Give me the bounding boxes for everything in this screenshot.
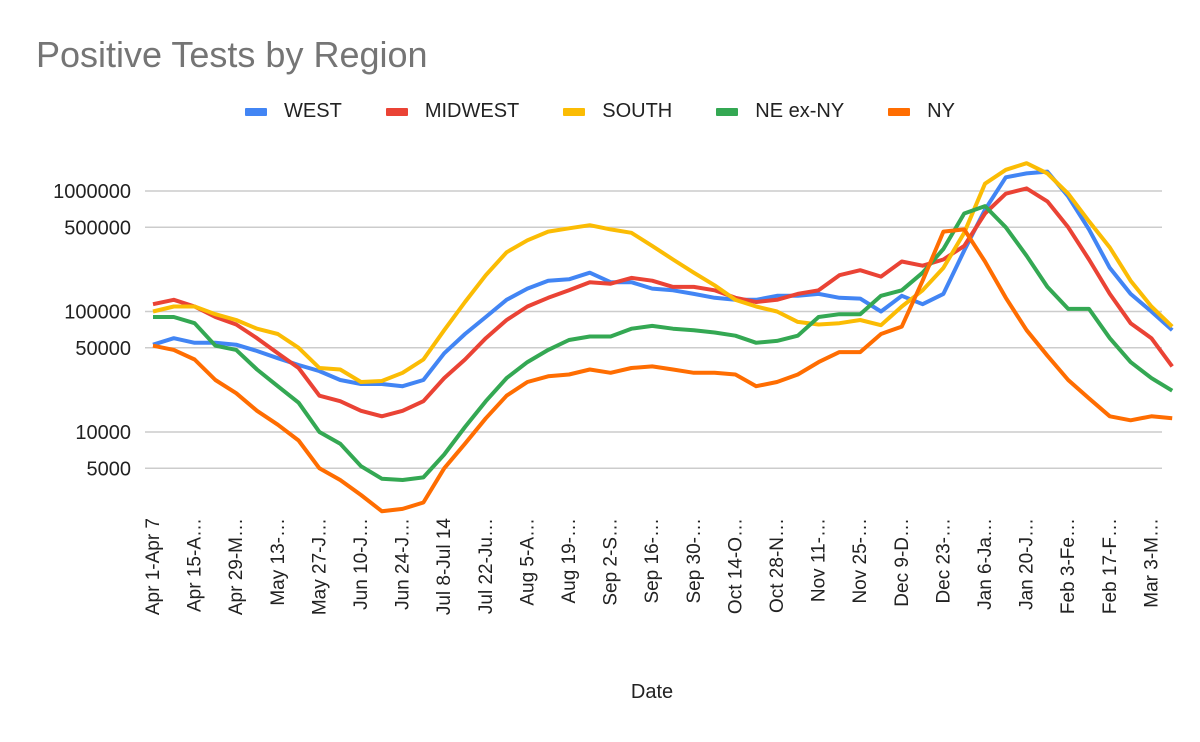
x-tick-label: Sep 30-… xyxy=(684,518,705,604)
x-tick-label: Nov 11-… xyxy=(809,518,830,602)
x-tick-label: May 27-J… xyxy=(309,518,330,615)
x-tick-label: Jan 6-Ja… xyxy=(975,518,996,610)
legend-swatch xyxy=(563,107,586,116)
x-tick-label: Oct 28-N… xyxy=(767,518,788,613)
legend-item-midwest[interactable]: MIDWEST xyxy=(385,100,520,123)
x-tick-label: Oct 14-O… xyxy=(725,518,746,614)
legend-item-south[interactable]: SOUTH xyxy=(563,100,672,123)
legend-item-ny[interactable]: NY xyxy=(888,100,955,123)
x-tick-label: Dec 23-… xyxy=(933,518,954,604)
legend-label: MIDWEST xyxy=(424,100,520,122)
x-tick-label: May 13-… xyxy=(268,518,289,606)
legend-label: NE ex-NY xyxy=(755,100,845,122)
x-tick-label: Feb 3-Fe… xyxy=(1058,518,1079,614)
x-tick-label: Nov 25-… xyxy=(850,518,871,604)
legend-swatch xyxy=(245,107,268,116)
x-tick-label: Jul 8-Jul 14 xyxy=(434,518,455,616)
series-line-south xyxy=(152,161,1174,384)
series-line-midwest xyxy=(152,186,1174,419)
legend-label: NY xyxy=(927,100,955,122)
x-tick-label: Sep 2-S… xyxy=(601,518,622,606)
x-tick-label: Aug 5-A… xyxy=(517,518,538,606)
x-tick-label: Apr 15-A… xyxy=(185,518,206,612)
legend-swatch xyxy=(888,107,911,116)
x-axis-title: Date xyxy=(631,681,673,703)
y-tick-label: 100000 xyxy=(64,302,131,324)
x-tick-label: Jan 20-J… xyxy=(1017,518,1038,610)
x-tick-label: Sep 16-… xyxy=(642,518,663,604)
x-tick-label: Apr 29-M… xyxy=(226,518,247,615)
legend-item-west[interactable]: WEST xyxy=(245,100,342,123)
legend-label: WEST xyxy=(284,100,342,122)
y-tick-label: 500000 xyxy=(64,217,131,239)
chart-title: Positive Tests by Region xyxy=(36,34,428,75)
x-tick-label: Jul 22-Ju… xyxy=(476,518,497,614)
y-axis-ticks: 1000000 500000 100000 50000 10000 5000 xyxy=(53,181,131,480)
legend-label: SOUTH xyxy=(602,100,673,122)
y-tick-label: 1000000 xyxy=(53,181,131,203)
x-tick-label: Jun 24-J… xyxy=(393,518,414,610)
x-tick-label: Apr 1-Apr 7 xyxy=(143,518,164,615)
x-tick-label: Feb 17-F… xyxy=(1100,518,1121,614)
x-tick-label: Dec 9-D… xyxy=(892,518,913,607)
series-line-west xyxy=(152,169,1174,389)
series-line-ny xyxy=(152,227,1173,514)
y-tick-label: 5000 xyxy=(87,458,132,480)
legend-item-ne-ex-ny[interactable]: NE ex-NY xyxy=(716,100,844,123)
gridlines xyxy=(145,190,1162,470)
y-tick-label: 50000 xyxy=(75,338,131,360)
series-lines xyxy=(152,161,1174,514)
x-axis-ticks: Apr 1-Apr 7 Apr 15-A… Apr 29-M… May 13-… May… xyxy=(143,518,1162,616)
x-tick-label: Jun 10-J… xyxy=(351,518,372,610)
legend-swatch xyxy=(385,107,408,116)
y-tick-label: 10000 xyxy=(75,422,131,444)
legend-swatch xyxy=(716,107,739,116)
x-tick-label: Aug 19-… xyxy=(559,518,580,604)
legend: WEST MIDWEST SOUTH NE ex-NY NY xyxy=(0,100,1200,123)
series-line-ne-ex-ny xyxy=(153,204,1174,482)
x-tick-label: Mar 3-M… xyxy=(1141,518,1162,608)
